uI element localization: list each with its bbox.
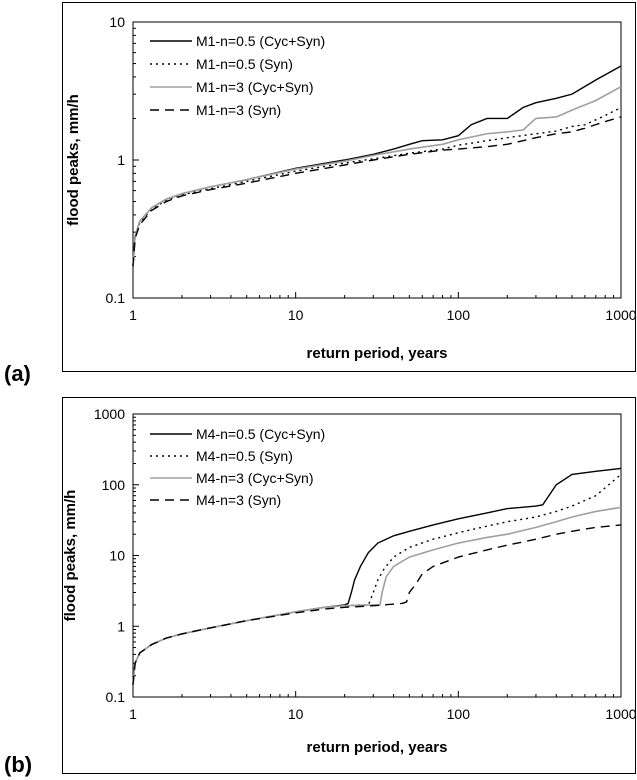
legend-label-b-4: M4-n=3 (Syn) — [196, 492, 281, 508]
legend-label-a-2: M1-n=0.5 (Syn) — [196, 56, 293, 72]
legend-label-b-1: M4-n=0.5 (Cyc+Syn) — [196, 426, 325, 442]
x-tick-label-b: 10 — [288, 706, 304, 722]
series-line-b-3 — [132, 506, 622, 685]
legend-label-a-3: M1-n=3 (Cyc+Syn) — [196, 79, 313, 95]
x-tick-label-b: 1000 — [605, 706, 636, 722]
series-line-b-2 — [132, 473, 622, 685]
x-tick-label-a: 100 — [447, 307, 471, 323]
series-line-a-2 — [132, 106, 622, 267]
y-tick-label-b: 0.1 — [106, 689, 126, 705]
series-line-b-4 — [132, 524, 622, 685]
y-tick-label-a: 1 — [117, 152, 125, 168]
series-line-a-3 — [132, 85, 622, 267]
y-tick-label-b: 1000 — [94, 406, 125, 422]
panel-label-b: (b) — [4, 752, 33, 777]
y-tick-label-a: 10 — [109, 14, 125, 30]
x-tick-label-b: 100 — [447, 706, 471, 722]
x-axis-label-b: return period, years — [307, 739, 448, 756]
x-axis-label-a: return period, years — [307, 345, 448, 362]
y-axis-label-a: flood peaks, mm/h — [65, 94, 82, 226]
y-tick-label-b: 100 — [102, 477, 126, 493]
y-tick-label-a: 0.1 — [106, 290, 126, 306]
x-tick-label-a: 1 — [129, 307, 137, 323]
y-axis-label-b: flood peaks, mm/h — [62, 490, 79, 622]
panel-label-a: (a) — [4, 361, 31, 386]
y-tick-label-b: 1 — [117, 618, 125, 634]
x-tick-label-b: 1 — [129, 706, 137, 722]
x-tick-label-a: 10 — [288, 307, 304, 323]
series-line-a-4 — [132, 116, 622, 267]
legend-label-a-1: M1-n=0.5 (Cyc+Syn) — [196, 33, 325, 49]
legend-label-b-2: M4-n=0.5 (Syn) — [196, 448, 293, 464]
y-tick-label-b: 10 — [109, 548, 125, 564]
series-line-a-1 — [132, 65, 622, 267]
legend-label-b-3: M4-n=3 (Cyc+Syn) — [196, 470, 313, 486]
panel-b-frame — [62, 397, 636, 774]
x-tick-label-a: 1000 — [605, 307, 636, 323]
legend-label-a-4: M1-n=3 (Syn) — [196, 102, 281, 118]
